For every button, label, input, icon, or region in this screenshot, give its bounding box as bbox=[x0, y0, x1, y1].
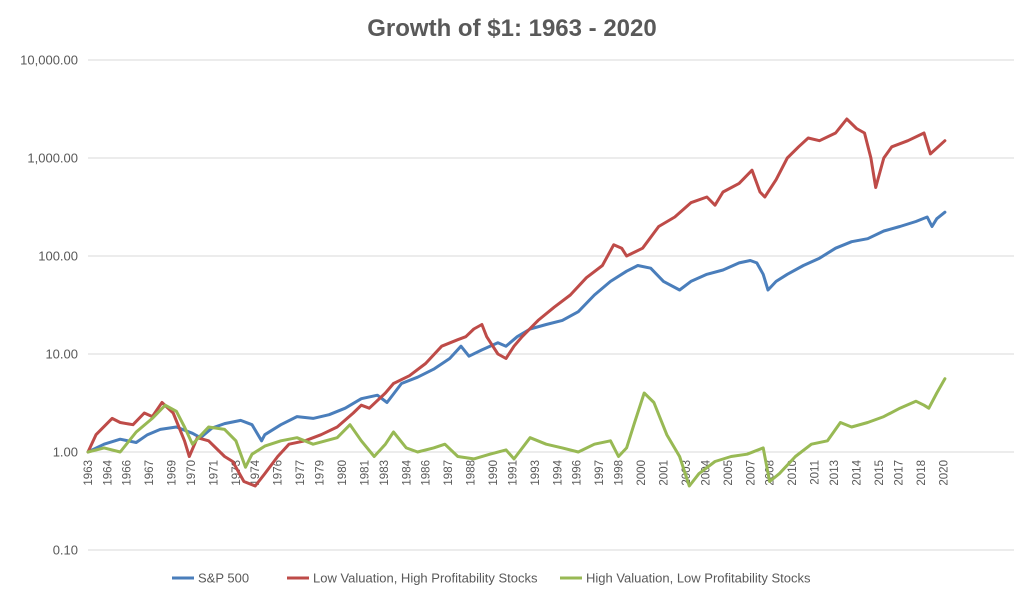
x-tick-label: 1970 bbox=[186, 460, 198, 486]
x-tick-label: 2017 bbox=[893, 460, 905, 486]
x-tick-label: 1997 bbox=[594, 460, 606, 486]
x-tick-label: 1998 bbox=[614, 460, 626, 486]
x-tick-label: 2000 bbox=[636, 460, 648, 486]
series-line-2 bbox=[86, 377, 947, 488]
x-tick-label: 1983 bbox=[379, 460, 391, 486]
y-tick-label: 10,000.00 bbox=[20, 53, 78, 68]
x-tick-label: 1963 bbox=[83, 460, 95, 486]
x-tick-label: 1987 bbox=[443, 460, 455, 486]
x-tick-label: 2010 bbox=[787, 460, 799, 486]
x-tick-label: 2015 bbox=[874, 460, 886, 486]
y-tick-label: 1,000.00 bbox=[27, 151, 78, 166]
x-tick-label: 1964 bbox=[102, 459, 114, 485]
x-tick-label: 1976 bbox=[273, 460, 285, 486]
series-line-0 bbox=[86, 210, 947, 454]
gridlines bbox=[88, 59, 1014, 551]
x-tick-label: 1966 bbox=[122, 460, 134, 486]
x-tick-label: 1996 bbox=[572, 460, 584, 486]
y-tick-label: 0.10 bbox=[53, 543, 78, 558]
x-tick-label: 1979 bbox=[315, 460, 327, 486]
x-tick-label: 1993 bbox=[530, 460, 542, 486]
x-tick-label: 1994 bbox=[552, 459, 564, 485]
x-axis-ticks: 1963 1964 1966 1967 1969 1970 1971 1973 1974 1976… bbox=[83, 459, 950, 485]
legend-label-2: High Valuation, Low Profitability Stocks bbox=[586, 571, 811, 586]
x-tick-label: 2020 bbox=[938, 460, 950, 486]
x-tick-label: 1969 bbox=[167, 460, 179, 486]
x-tick-label: 2011 bbox=[810, 460, 822, 485]
chart-title: Growth of $1: 1963 - 2020 bbox=[367, 15, 656, 42]
x-tick-label: 1991 bbox=[507, 460, 519, 486]
x-tick-label: 1977 bbox=[295, 460, 307, 486]
x-tick-label: 2001 bbox=[659, 460, 671, 486]
x-tick-label: 1986 bbox=[421, 460, 433, 486]
x-tick-label: 1967 bbox=[144, 460, 156, 486]
x-tick-label: 1990 bbox=[488, 460, 500, 486]
y-tick-label: 1.00 bbox=[53, 445, 78, 460]
series-lines bbox=[86, 117, 947, 488]
x-tick-label: 1981 bbox=[360, 460, 372, 486]
x-tick-label: 1984 bbox=[401, 459, 413, 485]
x-tick-label: 1980 bbox=[337, 460, 349, 486]
legend-label-1: Low Valuation, High Profitability Stocks bbox=[313, 571, 538, 586]
x-tick-label: 2005 bbox=[723, 460, 735, 486]
y-tick-label: 10.00 bbox=[45, 347, 78, 362]
x-tick-label: 1971 bbox=[208, 460, 220, 486]
y-axis-ticks: 10,000.00 1,000.00 100.00 10.00 1.00 0.10 bbox=[20, 53, 78, 558]
x-tick-label: 2014 bbox=[851, 459, 863, 485]
x-tick-label: 2007 bbox=[745, 460, 757, 486]
x-tick-label: 2013 bbox=[829, 460, 841, 486]
series-line-1 bbox=[86, 117, 947, 488]
x-tick-label: 2018 bbox=[916, 460, 928, 486]
y-tick-label: 100.00 bbox=[38, 249, 78, 264]
x-tick-label: 1988 bbox=[466, 460, 478, 486]
legend: S&P 500 Low Valuation, High Profitability… bbox=[172, 571, 811, 586]
legend-label-0: S&P 500 bbox=[198, 571, 249, 586]
